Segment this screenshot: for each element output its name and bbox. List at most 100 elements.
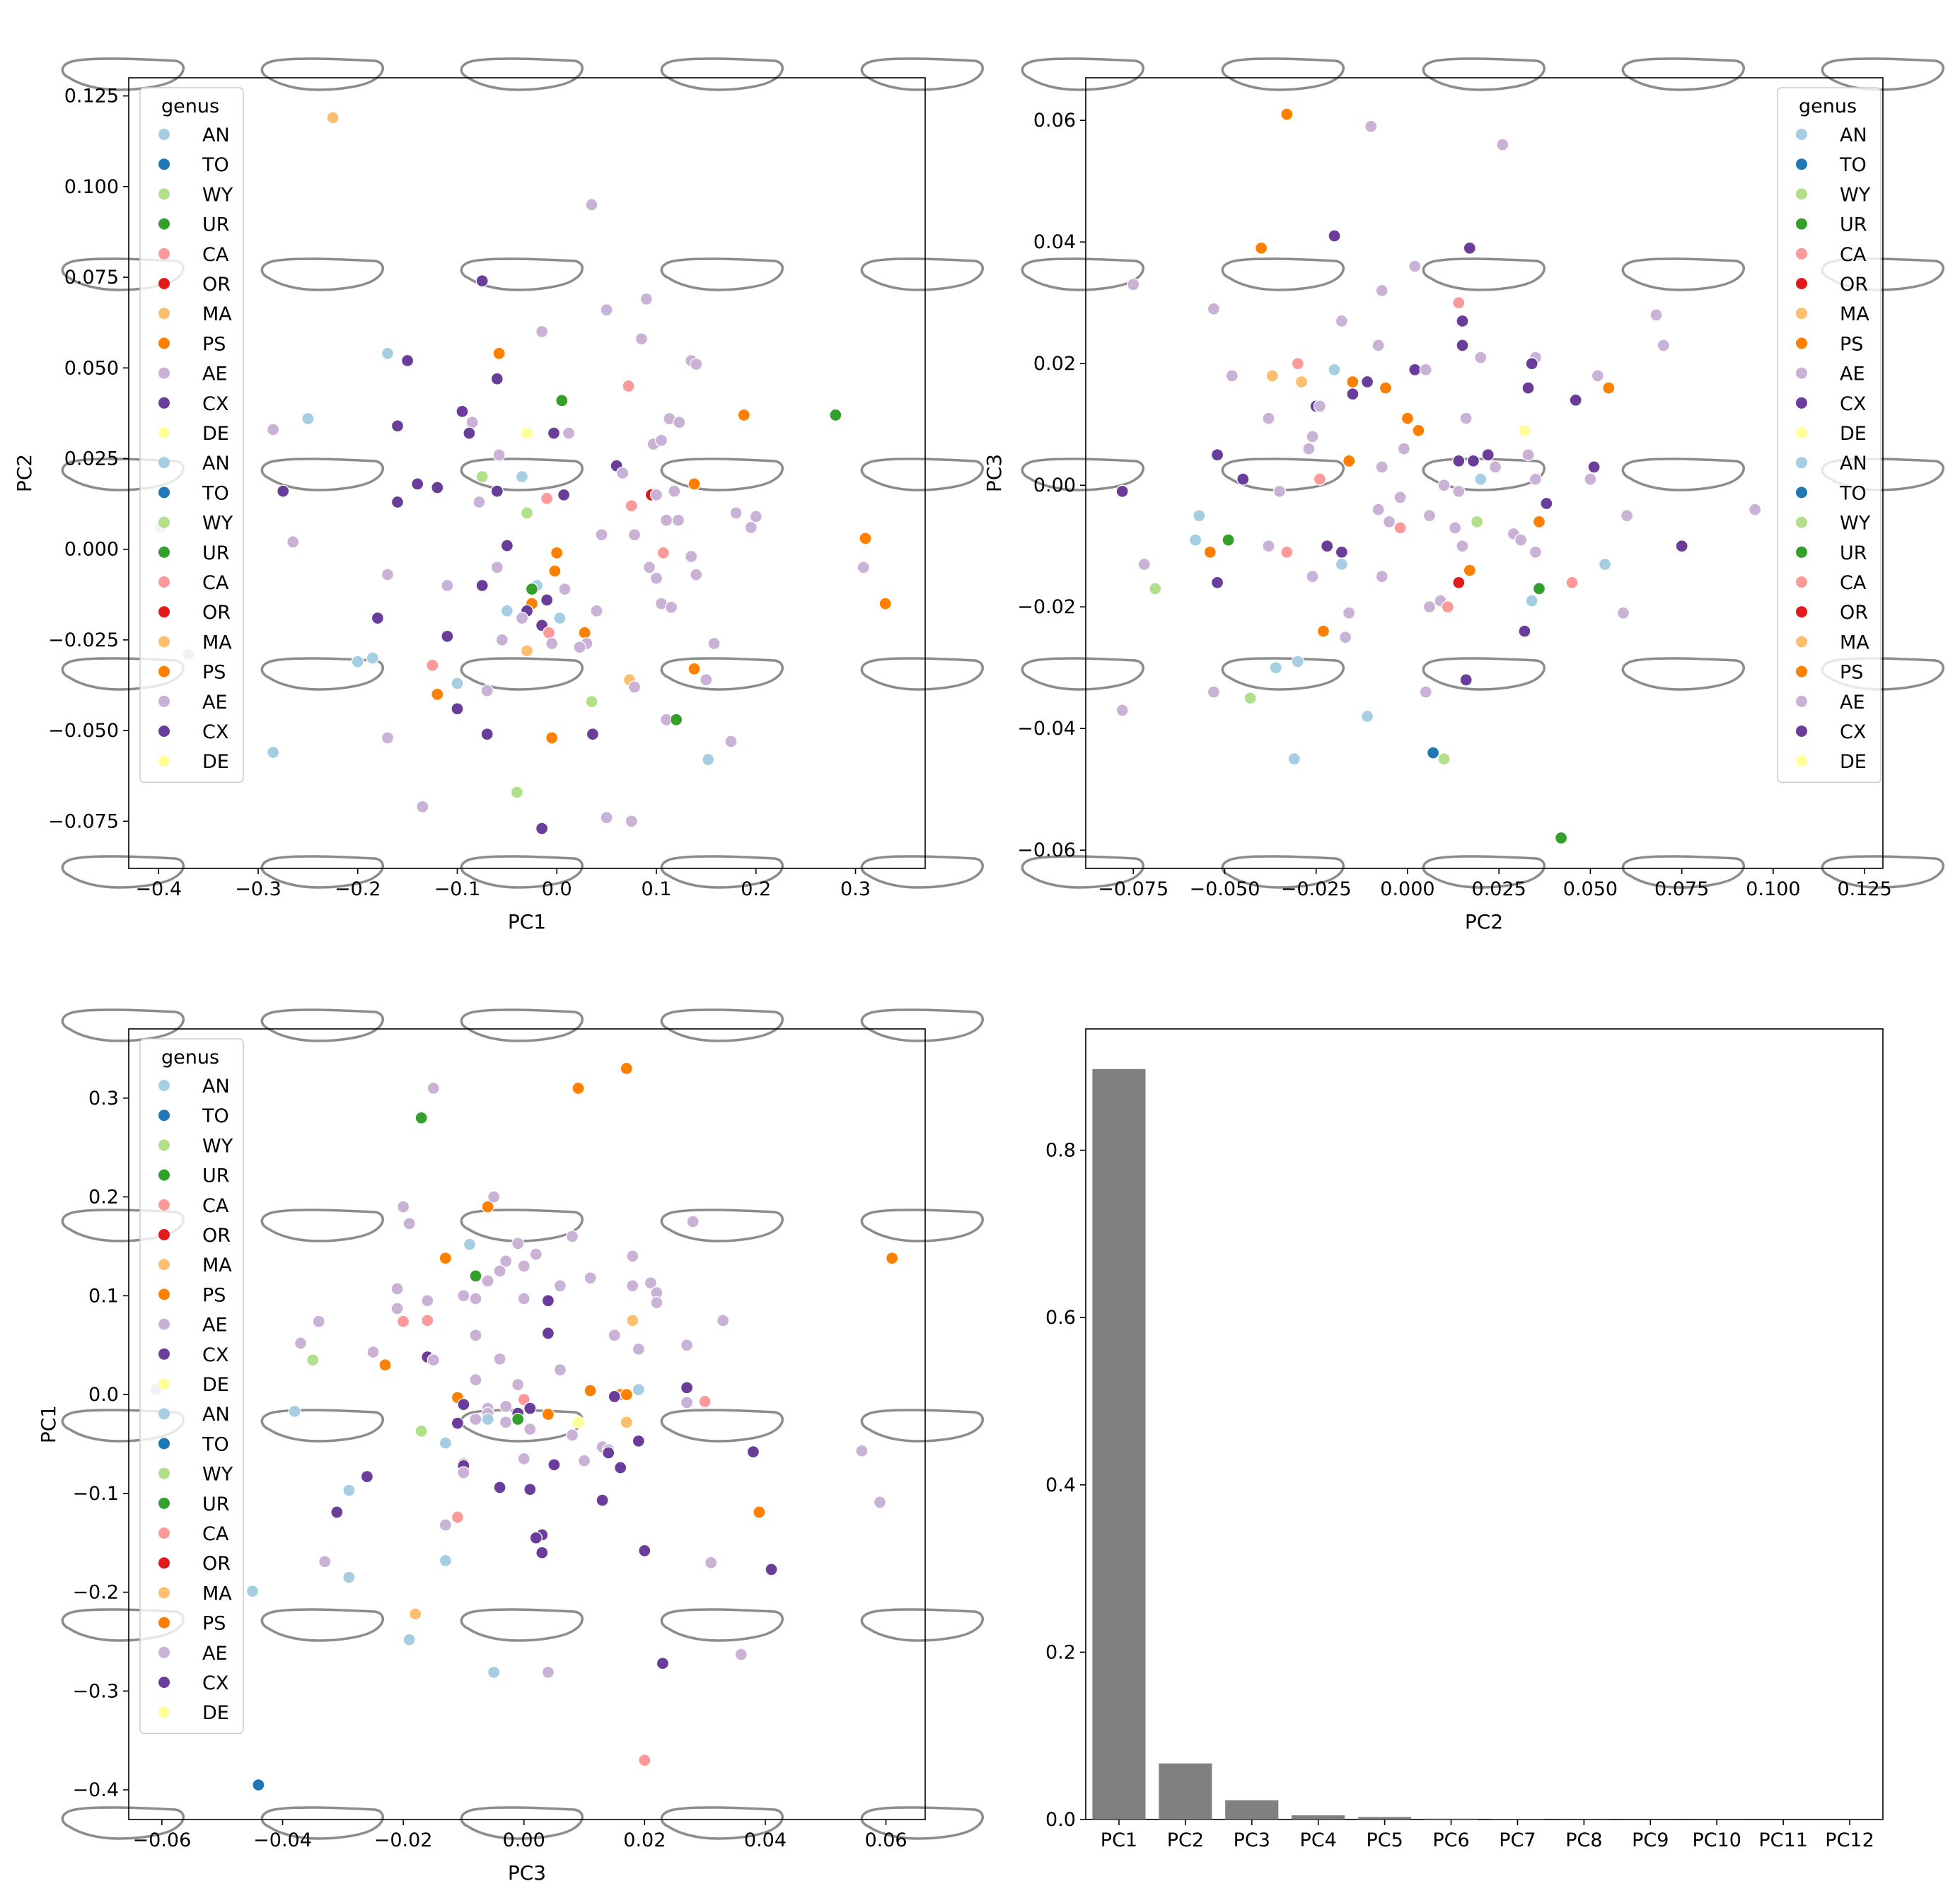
data-point-ae: [469, 1329, 482, 1342]
legend-entry-label: AE: [202, 363, 228, 385]
data-point-ae: [523, 1422, 537, 1436]
x-tick-label: 0.2: [741, 878, 771, 900]
x-tick-label: 0.100: [1746, 878, 1800, 900]
data-point-an: [487, 1665, 501, 1679]
data-point-ae: [649, 571, 663, 585]
legend-marker: [158, 546, 170, 558]
data-point-ae: [626, 1279, 639, 1293]
data-point-ae: [600, 303, 613, 317]
data-point-cx: [1569, 393, 1582, 407]
legend-marker: [158, 278, 170, 289]
data-point-an: [366, 651, 379, 665]
data-point-an: [1287, 752, 1301, 766]
legend-marker: [1796, 576, 1807, 588]
data-point-ae: [1748, 503, 1762, 516]
x-axis-label: PC1: [508, 910, 546, 933]
data-point-ae: [704, 1556, 718, 1569]
legend-entry-label: UR: [202, 214, 230, 236]
data-point-ps: [584, 1384, 597, 1397]
data-point-ur: [1554, 831, 1568, 845]
legend-entry-label: CX: [202, 721, 228, 743]
data-point-ae: [441, 578, 454, 593]
data-point-ae: [1262, 540, 1275, 553]
legend-title: genus: [161, 1047, 219, 1069]
data-point-ae: [312, 1315, 325, 1328]
data-point-ae: [627, 680, 642, 694]
data-point-cx: [330, 1506, 344, 1519]
x-tick-label: −0.2: [335, 878, 381, 900]
data-point-ae: [545, 636, 559, 651]
data-point-ae: [585, 198, 598, 211]
data-point-ae: [659, 513, 673, 527]
data-point-to: [1426, 746, 1440, 759]
data-point-ae: [390, 1282, 404, 1296]
data-point-ae: [294, 1337, 308, 1350]
shell-outline-icon: [1021, 657, 1145, 691]
x-tick-label: 0.06: [864, 1829, 907, 1851]
shell-outline-icon: [660, 1209, 784, 1242]
data-point-ps: [688, 662, 701, 676]
legend-marker: [1796, 695, 1807, 707]
data-point-ae: [855, 1444, 869, 1457]
data-point-ca: [421, 1314, 434, 1327]
data-point-ae: [469, 1373, 482, 1387]
legend-marker: [158, 1677, 170, 1688]
y-tick-label: 0.00: [1033, 474, 1076, 496]
data-point-wy: [1471, 515, 1484, 528]
data-point-cx: [1328, 229, 1341, 243]
data-point-cx: [608, 1390, 621, 1404]
data-point-cx: [475, 274, 489, 288]
data-point-cx: [490, 484, 504, 498]
data-point-cx: [277, 484, 290, 498]
plot-frame: [1085, 1028, 1884, 1820]
legend-marker: [1796, 188, 1807, 200]
shell-outline-icon: [1021, 257, 1145, 291]
shell-outline-icon: [260, 1008, 385, 1042]
data-point-an: [439, 1436, 452, 1450]
scatter-panel-pc2-pc3: −0.075 −0.050 −0.025 0.000 0.025 0.050 0.075 0.…: [982, 57, 1945, 933]
data-point-ae: [1338, 631, 1352, 644]
data-point-cx: [480, 728, 494, 741]
shell-outline-icon: [460, 57, 584, 91]
shell-outline-icon: [860, 57, 985, 91]
data-point-ps: [753, 1506, 766, 1519]
data-point-de: [572, 1416, 585, 1429]
legend-marker: [158, 576, 170, 588]
data-point-cx: [547, 1458, 561, 1472]
y-tick-label: 0.3: [88, 1088, 119, 1110]
data-point-ae: [493, 1264, 506, 1278]
data-point-ca: [517, 1392, 530, 1407]
y-axis-ticks: −0.4 −0.3 −0.2 −0.1 0.0 0.1 0.2 0.3: [72, 1088, 129, 1801]
x-tick-label: 0.02: [623, 1829, 666, 1851]
data-point-ma: [620, 1416, 633, 1429]
variance-bar: [1358, 1817, 1412, 1820]
legend-entry-label: MA: [202, 1254, 232, 1276]
data-point-ca: [1280, 545, 1294, 559]
data-point-cx: [541, 1327, 555, 1340]
legend-marker: [158, 1706, 170, 1718]
data-point-ca: [451, 1510, 465, 1524]
shell-outline-icon: [460, 1209, 584, 1242]
y-tick-label: 0.02: [1033, 353, 1076, 375]
data-point-cx: [632, 1434, 645, 1448]
data-point-ae: [1372, 503, 1385, 516]
data-point-an: [463, 1238, 477, 1251]
x-tick-label: PC6: [1432, 1829, 1469, 1851]
y-tick-label: 0.8: [1045, 1140, 1076, 1162]
shell-outline-icon: [1621, 657, 1746, 691]
data-point-ae: [686, 1215, 700, 1228]
data-point-an: [342, 1484, 356, 1497]
data-point-ae: [654, 433, 668, 447]
data-point-ps: [1346, 375, 1359, 389]
data-point-ca: [1452, 296, 1466, 310]
legend-entry-label: CA: [202, 1195, 229, 1217]
x-axis-ticks: −0.4 −0.3 −0.2 −0.1 0.0 0.1 0.2 0.3: [135, 868, 871, 900]
legend-marker: [158, 487, 170, 499]
x-tick-label: 0.000: [1380, 878, 1434, 900]
data-point-ps: [572, 1081, 585, 1095]
legend-marker: [158, 1259, 170, 1271]
data-point-ae: [608, 1329, 621, 1342]
data-point-cx: [523, 1483, 537, 1496]
data-point-cx: [390, 419, 405, 433]
data-point-ae: [664, 600, 678, 614]
